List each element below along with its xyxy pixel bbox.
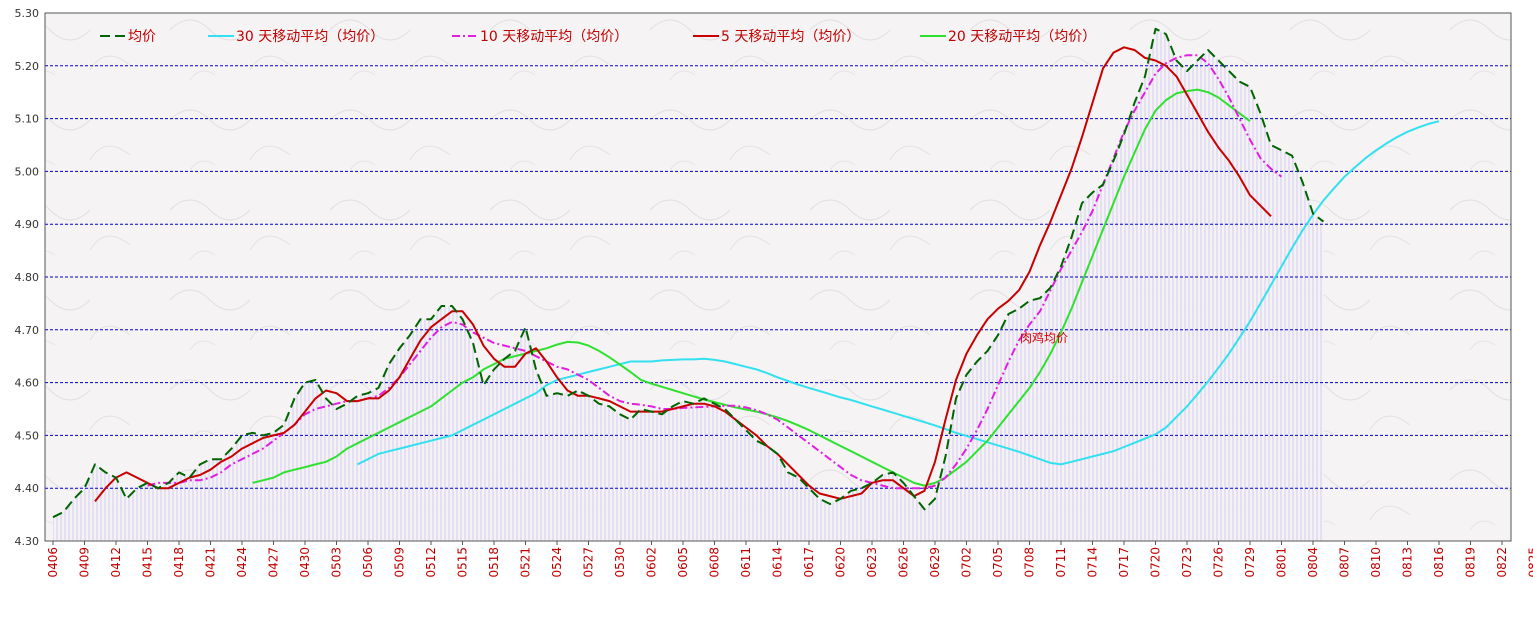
x-tick-label-0626: 0626: [897, 547, 911, 578]
x-tick-label-0605: 0605: [676, 547, 690, 578]
x-tick-label-0506: 0506: [361, 547, 375, 578]
y-tick-label-4.60: 4.60: [15, 377, 40, 390]
y-tick-label-5.20: 5.20: [15, 60, 40, 73]
x-tick-label-0406: 0406: [46, 547, 60, 578]
x-tick-label-0430: 0430: [298, 547, 312, 578]
x-tick-label-0723: 0723: [1180, 547, 1194, 578]
x-tick-label-0819: 0819: [1464, 547, 1478, 578]
x-tick-label-0620: 0620: [834, 547, 848, 578]
x-tick-label-0705: 0705: [991, 547, 1005, 578]
x-tick-label-0825: 0825: [1527, 547, 1533, 578]
x-tick-label-0512: 0512: [424, 547, 438, 578]
x-tick-label-0711: 0711: [1054, 547, 1068, 578]
y-tick-label-4.80: 4.80: [15, 271, 40, 284]
x-tick-label-0813: 0813: [1401, 547, 1415, 578]
x-tick-label-0617: 0617: [802, 547, 816, 578]
x-tick-label-0623: 0623: [865, 547, 879, 578]
x-tick-label-0801: 0801: [1275, 547, 1289, 578]
x-tick-label-0412: 0412: [109, 547, 123, 578]
y-tick-label-5.00: 5.00: [15, 165, 40, 178]
x-tick-label-0822: 0822: [1495, 547, 1509, 578]
x-tick-label-0807: 0807: [1338, 547, 1352, 578]
x-tick-label-0804: 0804: [1306, 547, 1320, 578]
x-tick-label-0611: 0611: [739, 547, 753, 578]
y-tick-label-4.90: 4.90: [15, 218, 40, 231]
legend-label-1: 30 天移动平均（均价）: [236, 29, 384, 45]
y-tick-label-5.10: 5.10: [15, 113, 40, 126]
x-tick-label-0524: 0524: [550, 547, 564, 578]
x-tick-label-0614: 0614: [771, 547, 785, 578]
x-tick-label-0708: 0708: [1023, 547, 1037, 578]
legend-label-3: 5 天移动平均（均价）: [721, 29, 860, 45]
x-tick-label-0720: 0720: [1149, 547, 1163, 578]
x-tick-label-0717: 0717: [1117, 547, 1131, 578]
chart-annotation: 肉鸡均价: [1020, 330, 1068, 345]
y-tick-label-5.30: 5.30: [15, 7, 40, 20]
x-tick-label-0816: 0816: [1432, 547, 1446, 578]
legend-label-4: 20 天移动平均（均价）: [948, 29, 1096, 45]
y-tick-label-4.40: 4.40: [15, 482, 40, 495]
x-tick-label-0729: 0729: [1243, 547, 1257, 578]
x-tick-label-0702: 0702: [960, 547, 974, 578]
x-tick-label-0518: 0518: [487, 547, 501, 578]
x-tick-label-0714: 0714: [1086, 547, 1100, 578]
legend-label-2: 10 天移动平均（均价）: [480, 29, 628, 45]
x-tick-label-0521: 0521: [519, 547, 533, 578]
x-tick-label-0527: 0527: [582, 547, 596, 578]
x-tick-label-0421: 0421: [204, 547, 218, 578]
x-tick-label-0409: 0409: [78, 547, 92, 578]
legend-label-0: 均价: [128, 29, 156, 45]
x-tick-label-0726: 0726: [1212, 547, 1226, 578]
x-tick-label-0509: 0509: [393, 547, 407, 578]
x-tick-label-0427: 0427: [267, 547, 281, 578]
x-tick-label-0530: 0530: [613, 547, 627, 578]
x-tick-label-0810: 0810: [1369, 547, 1383, 578]
x-tick-label-0418: 0418: [172, 547, 186, 578]
y-tick-label-4.70: 4.70: [15, 324, 40, 337]
x-tick-label-0608: 0608: [708, 547, 722, 578]
y-tick-label-4.30: 4.30: [15, 535, 40, 548]
x-tick-label-0515: 0515: [456, 547, 470, 578]
x-tick-label-0415: 0415: [141, 547, 155, 578]
x-tick-label-0629: 0629: [928, 547, 942, 578]
x-tick-label-0503: 0503: [330, 547, 344, 578]
x-tick-label-0424: 0424: [235, 547, 249, 578]
x-tick-label-0602: 0602: [645, 547, 659, 578]
y-tick-label-4.50: 4.50: [15, 429, 40, 442]
